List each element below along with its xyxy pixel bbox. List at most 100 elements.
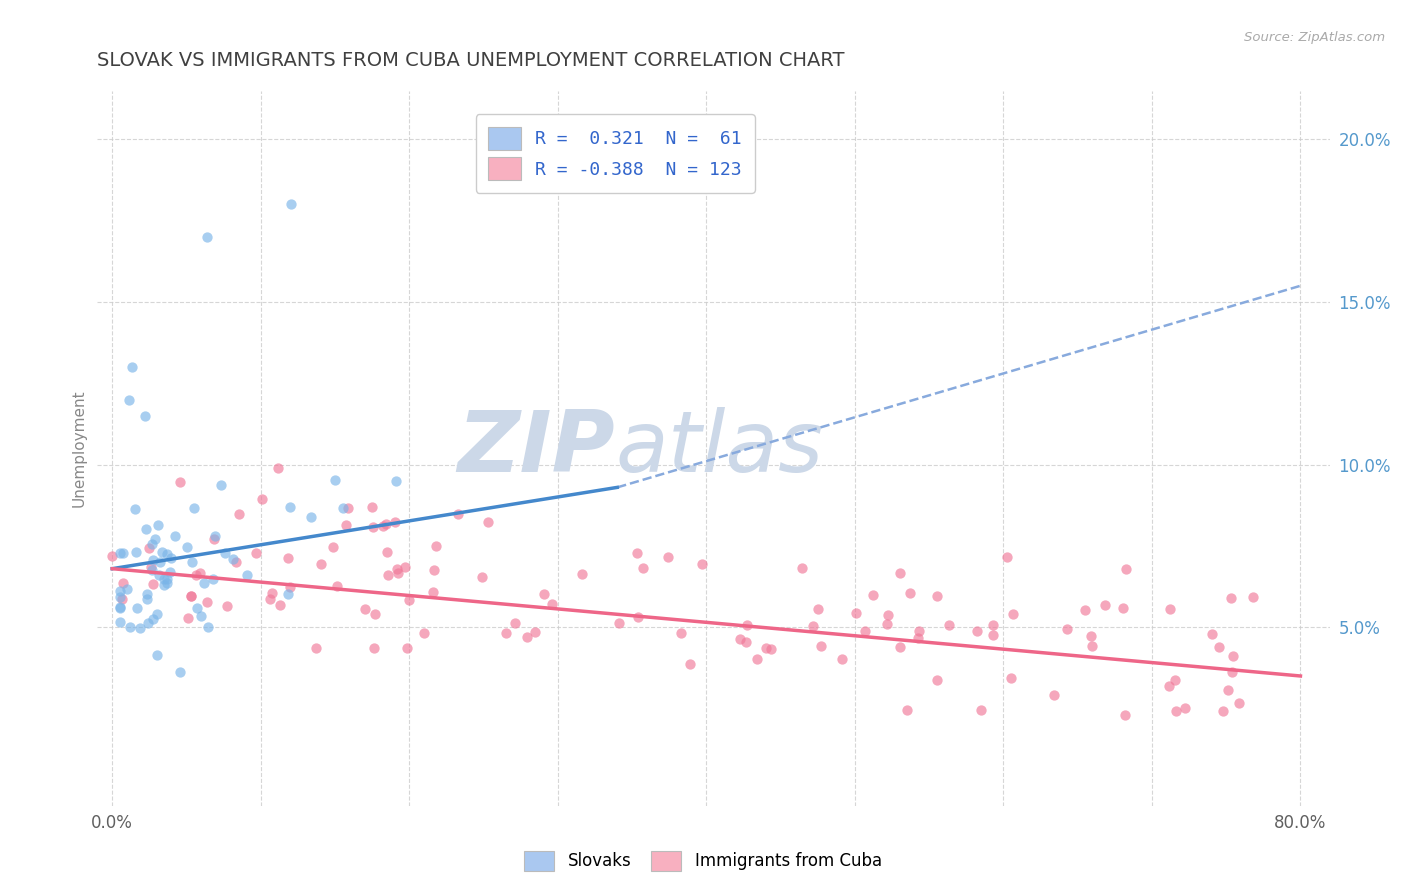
Point [927, 589, 949, 603]
Point [876, 616, 898, 631]
Point [135, 591, 157, 606]
Point [1002, 607, 1025, 622]
Point [141, 560, 163, 574]
Point [471, 570, 494, 584]
Point [228, 508, 250, 522]
Text: ZIP: ZIP [457, 407, 616, 490]
Point [571, 567, 593, 582]
Point [125, 545, 148, 559]
Point [180, 555, 202, 569]
Point [394, 559, 416, 574]
Point [108, 599, 131, 614]
Point [183, 501, 205, 516]
Point [503, 615, 526, 630]
Point [204, 529, 226, 543]
Point [146, 648, 169, 663]
Point [299, 510, 322, 524]
Point [1241, 590, 1264, 604]
Point [169, 665, 191, 679]
Point [745, 652, 768, 666]
Point [422, 585, 444, 599]
Point [190, 609, 212, 624]
Point [657, 550, 679, 565]
Point [361, 520, 384, 534]
Point [371, 518, 394, 533]
Point [278, 500, 301, 514]
Point [844, 606, 866, 620]
Point [127, 600, 149, 615]
Point [156, 572, 179, 586]
Point [395, 640, 418, 655]
Point [855, 624, 877, 638]
Point [138, 541, 160, 556]
Point [969, 703, 991, 717]
Point [135, 587, 157, 601]
Point [323, 473, 346, 487]
Point [176, 540, 198, 554]
Point [384, 515, 406, 529]
Point [631, 560, 654, 574]
Point [737, 617, 759, 632]
Point [101, 549, 124, 564]
Point [124, 502, 146, 516]
Point [361, 500, 384, 514]
Point [1000, 672, 1022, 686]
Point [309, 557, 332, 571]
Point [966, 624, 988, 638]
Point [277, 586, 299, 600]
Point [1043, 688, 1066, 702]
Point [679, 657, 702, 672]
Point [259, 592, 281, 607]
Point [1216, 682, 1239, 697]
Point [245, 546, 267, 560]
Point [111, 591, 134, 606]
Point [278, 580, 301, 594]
Point [186, 600, 208, 615]
Point [1094, 598, 1116, 612]
Point [761, 641, 783, 656]
Point [215, 599, 238, 613]
Point [142, 612, 165, 626]
Point [129, 621, 152, 635]
Point [1080, 629, 1102, 643]
Point [734, 634, 756, 648]
Point [180, 589, 202, 603]
Point [150, 545, 173, 559]
Point [728, 632, 751, 647]
Point [862, 588, 884, 602]
Point [831, 652, 853, 666]
Point [197, 620, 219, 634]
Point [898, 585, 921, 599]
Point [159, 566, 181, 580]
Point [121, 360, 143, 375]
Point [148, 567, 170, 582]
Point [938, 618, 960, 632]
Point [626, 545, 648, 559]
Point [305, 640, 328, 655]
Point [1159, 601, 1181, 615]
Point [607, 615, 630, 630]
Point [222, 552, 245, 566]
Point [1056, 622, 1078, 636]
Point [152, 573, 174, 587]
Point [669, 625, 692, 640]
Point [1201, 627, 1223, 641]
Point [896, 703, 918, 717]
Point [108, 615, 131, 630]
Point [889, 566, 911, 581]
Point [1220, 591, 1243, 605]
Point [269, 599, 291, 613]
Point [136, 615, 159, 630]
Point [377, 545, 399, 559]
Point [115, 582, 138, 597]
Point [111, 546, 134, 560]
Point [1112, 600, 1135, 615]
Point [169, 475, 191, 489]
Point [332, 501, 354, 516]
Point [195, 595, 218, 609]
Point [149, 555, 172, 569]
Point [907, 631, 929, 645]
Point [1159, 679, 1181, 693]
Point [118, 620, 141, 634]
Point [1081, 639, 1104, 653]
